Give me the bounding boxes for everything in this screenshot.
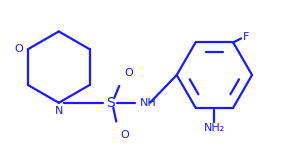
Text: N: N xyxy=(55,106,63,116)
Text: S: S xyxy=(106,96,115,110)
Text: NH: NH xyxy=(140,98,157,108)
Text: O: O xyxy=(124,68,133,78)
Text: O: O xyxy=(14,44,23,54)
Text: NH₂: NH₂ xyxy=(204,124,225,133)
Text: O: O xyxy=(120,130,129,140)
Text: F: F xyxy=(243,32,249,42)
